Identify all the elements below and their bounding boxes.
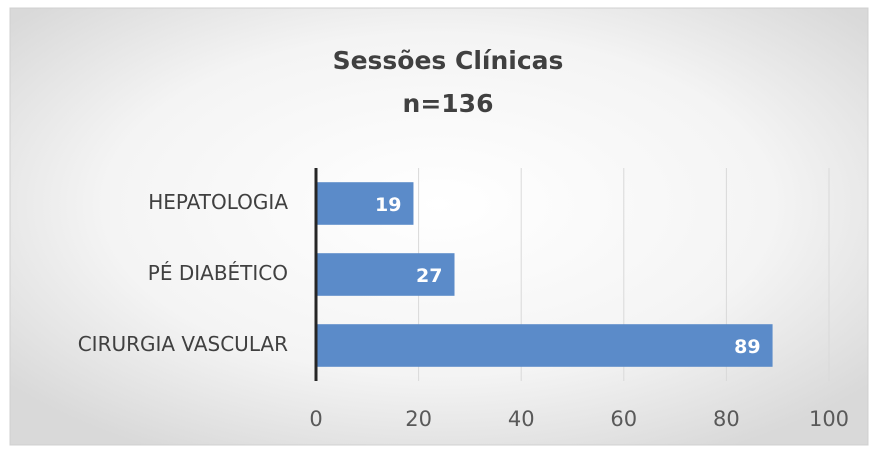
- x-tick-label: 100: [809, 407, 849, 431]
- chart-background: [9, 7, 869, 446]
- x-tick-label: 0: [309, 407, 322, 431]
- data-label: 19: [375, 194, 401, 216]
- chart-subtitle: n=136: [403, 89, 494, 118]
- y-tick-label: HEPATOLOGIA: [148, 190, 288, 214]
- y-tick-label: CIRURGIA VASCULAR: [78, 332, 288, 356]
- x-tick-label: 60: [610, 407, 637, 431]
- x-tick-label: 20: [405, 407, 432, 431]
- x-tick-label: 40: [508, 407, 535, 431]
- y-tick-label: PÉ DIABÉTICO: [148, 261, 288, 285]
- data-label: 89: [734, 336, 760, 358]
- bar: [316, 253, 455, 296]
- bar: [316, 324, 773, 367]
- chart-title: Sessões Clínicas: [333, 46, 564, 75]
- x-tick-label: 80: [713, 407, 740, 431]
- data-label: 27: [416, 265, 442, 287]
- bar: [316, 182, 414, 225]
